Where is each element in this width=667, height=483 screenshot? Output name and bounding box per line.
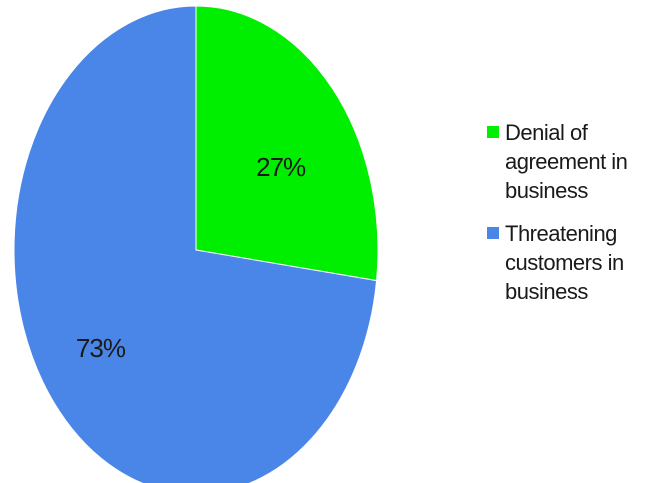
legend-swatch-denial	[487, 126, 499, 138]
legend-swatch-threatening	[487, 227, 499, 239]
legend-item-denial: Denial of agreement in business	[487, 118, 665, 205]
pie-slice-label-2: 73%	[76, 333, 126, 363]
pie-labels: 27% 73%	[76, 152, 307, 363]
pie-slice-1	[195, 5, 379, 282]
legend-label-threatening: Threatening customers in business	[505, 221, 624, 304]
legend-label-denial: Denial of agreement in business	[505, 120, 628, 203]
legend: Denial of agreement in business Threaten…	[487, 118, 665, 320]
pie-slice-2	[13, 5, 378, 483]
pie-slices	[13, 5, 379, 483]
pie-slice-label-1: 27%	[256, 152, 306, 182]
legend-item-threatening: Threatening customers in business	[487, 219, 665, 306]
